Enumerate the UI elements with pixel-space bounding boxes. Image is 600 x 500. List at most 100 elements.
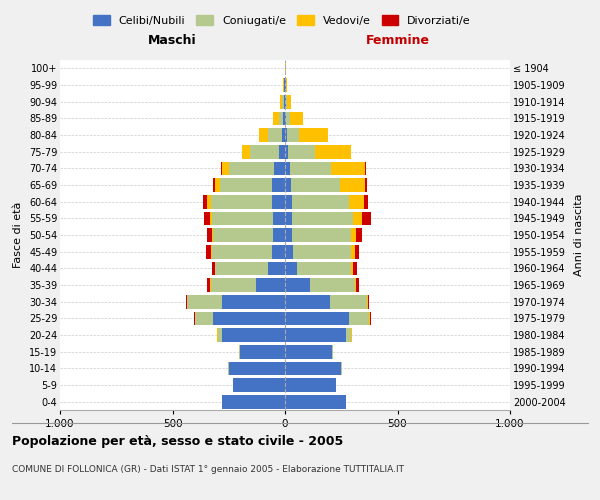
Bar — [355, 278, 356, 292]
Bar — [352, 228, 356, 242]
Bar — [370, 312, 371, 325]
Bar — [341, 362, 343, 375]
Bar — [290, 112, 303, 125]
Bar — [271, 178, 285, 192]
Bar — [293, 245, 352, 258]
Bar — [285, 112, 286, 125]
Bar — [285, 328, 346, 342]
Bar — [285, 162, 290, 175]
Bar — [207, 278, 211, 292]
Bar — [299, 128, 328, 142]
Bar — [287, 95, 292, 108]
Text: Maschi: Maschi — [148, 34, 197, 46]
Bar — [268, 128, 281, 142]
Bar — [355, 245, 359, 258]
Bar — [213, 228, 272, 242]
Bar — [285, 245, 293, 258]
Bar — [285, 278, 310, 292]
Bar — [220, 178, 271, 192]
Legend: Celibi/Nubili, Coniugati/e, Vedovi/e, Divorziati/e: Celibi/Nubili, Coniugati/e, Vedovi/e, Di… — [89, 10, 475, 30]
Text: COMUNE DI FOLLONICA (GR) - Dati ISTAT 1° gennaio 2005 - Elaborazione TUTTITALIA.: COMUNE DI FOLLONICA (GR) - Dati ISTAT 1°… — [12, 465, 404, 474]
Bar — [233, 378, 285, 392]
Bar — [212, 228, 213, 242]
Bar — [210, 212, 212, 225]
Bar — [211, 195, 271, 208]
Bar — [285, 362, 341, 375]
Bar — [340, 178, 365, 192]
Bar — [204, 212, 210, 225]
Bar — [239, 345, 240, 358]
Bar — [352, 245, 355, 258]
Bar — [214, 178, 215, 192]
Bar — [218, 328, 222, 342]
Bar — [222, 162, 229, 175]
Bar — [330, 295, 367, 308]
Bar — [286, 78, 287, 92]
Bar — [250, 145, 280, 158]
Bar — [271, 245, 285, 258]
Bar — [298, 262, 352, 275]
Bar — [349, 312, 370, 325]
Bar — [285, 378, 335, 392]
Bar — [282, 95, 284, 108]
Bar — [292, 228, 352, 242]
Bar — [256, 278, 285, 292]
Bar — [284, 95, 285, 108]
Bar — [292, 195, 349, 208]
Bar — [268, 262, 285, 275]
Bar — [353, 212, 361, 225]
Bar — [285, 95, 286, 108]
Bar — [278, 112, 283, 125]
Bar — [215, 178, 220, 192]
Bar — [365, 178, 367, 192]
Y-axis label: Anni di nascita: Anni di nascita — [574, 194, 584, 276]
Bar — [310, 278, 355, 292]
Bar — [274, 162, 285, 175]
Bar — [211, 278, 256, 292]
Bar — [285, 345, 332, 358]
Bar — [280, 95, 282, 108]
Bar — [242, 145, 250, 158]
Bar — [259, 128, 268, 142]
Bar — [290, 178, 340, 192]
Bar — [208, 195, 211, 208]
Bar — [212, 262, 215, 275]
Bar — [221, 162, 222, 175]
Bar — [285, 312, 349, 325]
Bar — [229, 362, 285, 375]
Bar — [352, 262, 353, 275]
Bar — [208, 228, 212, 242]
Bar — [290, 162, 331, 175]
Bar — [285, 262, 298, 275]
Bar — [211, 245, 212, 258]
Bar — [368, 295, 369, 308]
Bar — [229, 162, 274, 175]
Bar — [240, 345, 285, 358]
Bar — [285, 145, 288, 158]
Bar — [331, 162, 365, 175]
Bar — [280, 145, 285, 158]
Bar — [286, 95, 287, 108]
Bar — [215, 262, 268, 275]
Bar — [285, 212, 292, 225]
Bar — [227, 362, 229, 375]
Bar — [285, 195, 292, 208]
Bar — [195, 312, 213, 325]
Bar — [212, 212, 272, 225]
Bar — [281, 128, 285, 142]
Bar — [272, 212, 285, 225]
Bar — [272, 228, 285, 242]
Bar — [356, 278, 359, 292]
Bar — [222, 395, 285, 408]
Bar — [271, 195, 285, 208]
Bar — [222, 295, 285, 308]
Bar — [187, 295, 222, 308]
Bar — [285, 228, 292, 242]
Bar — [206, 245, 211, 258]
Bar — [287, 128, 299, 142]
Bar — [353, 262, 357, 275]
Bar — [285, 78, 286, 92]
Bar — [285, 128, 287, 142]
Bar — [288, 145, 314, 158]
Bar — [285, 178, 290, 192]
